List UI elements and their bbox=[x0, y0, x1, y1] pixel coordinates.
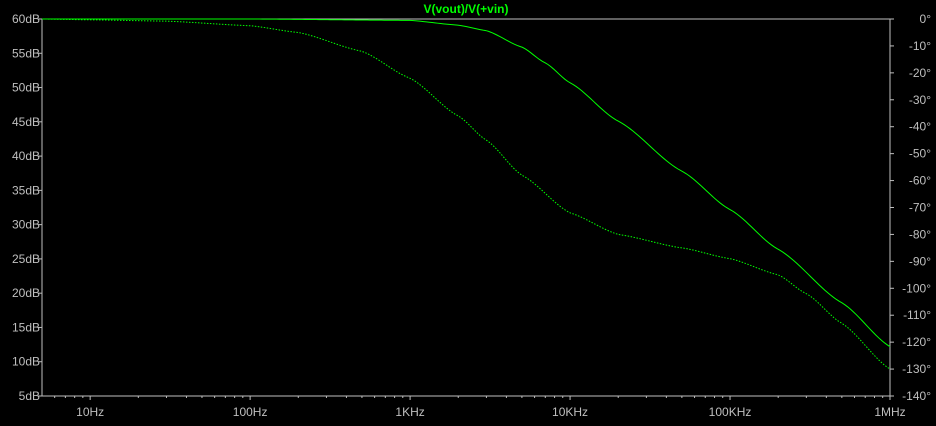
phase-tick-label: -110° bbox=[903, 308, 931, 322]
frequency-tick-label: 100Hz bbox=[233, 405, 268, 419]
plot-frame bbox=[41, 18, 891, 397]
phase-tick-label: -60° bbox=[909, 174, 931, 188]
phase-tick-label: -140° bbox=[902, 389, 931, 403]
phase-tick-label: -30° bbox=[909, 93, 931, 107]
frequency-tick-label: 10Hz bbox=[76, 405, 104, 419]
magnitude-tick-label: 60dB bbox=[12, 12, 40, 26]
frequency-tick-label: 100KHz bbox=[709, 405, 752, 419]
phase-tick-label: -120° bbox=[902, 335, 931, 349]
phase-tick-label: -20° bbox=[909, 66, 931, 80]
phase-trace bbox=[41, 18, 891, 370]
phase-tick-label: -70° bbox=[909, 201, 931, 215]
phase-tick-label: -40° bbox=[909, 120, 931, 134]
magnitude-tick-label: 55dB bbox=[12, 46, 40, 60]
phase-tick-label: -130° bbox=[902, 362, 931, 376]
phase-tick-label: -50° bbox=[909, 147, 931, 161]
chart-title: V(vout)/V(+vin) bbox=[423, 2, 508, 16]
magnitude-trace bbox=[42, 18, 891, 348]
magnitude-tick-label: 5dB bbox=[19, 389, 40, 403]
magnitude-tick-label: 40dB bbox=[12, 149, 40, 163]
magnitude-axis: 60dB 55dB 50dB 45dB 40dB 35dB 30dB 25dB 20dB 15dB… bbox=[12, 12, 42, 403]
phase-tick-label: -100° bbox=[902, 281, 931, 295]
magnitude-tick-label: 20dB bbox=[12, 286, 40, 300]
series-layer bbox=[41, 18, 891, 370]
phase-tick-label: -10° bbox=[909, 39, 931, 53]
frequency-axis: 10Hz 100Hz 1KHz 10KHz 100KHz 1MHz bbox=[54, 396, 906, 419]
frequency-tick-label: 1KHz bbox=[395, 405, 424, 419]
magnitude-tick-label: 45dB bbox=[12, 115, 40, 129]
magnitude-tick-label: 30dB bbox=[12, 218, 40, 232]
phase-axis: 0° -10° -20° -30° -40° -50° -60° -70° -80° -90° -1… bbox=[890, 12, 931, 403]
magnitude-tick-label: 25dB bbox=[12, 252, 40, 266]
frequency-tick-label: 10KHz bbox=[552, 405, 588, 419]
magnitude-tick-label: 10dB bbox=[12, 355, 40, 369]
frequency-tick-label: 1MHz bbox=[874, 405, 905, 419]
magnitude-tick-label: 35dB bbox=[12, 183, 40, 197]
phase-tick-label: -90° bbox=[909, 254, 931, 268]
phase-tick-label: 0° bbox=[920, 12, 932, 26]
magnitude-tick-label: 50dB bbox=[12, 81, 40, 95]
phase-tick-label: -80° bbox=[909, 227, 931, 241]
magnitude-tick-label: 15dB bbox=[12, 320, 40, 334]
